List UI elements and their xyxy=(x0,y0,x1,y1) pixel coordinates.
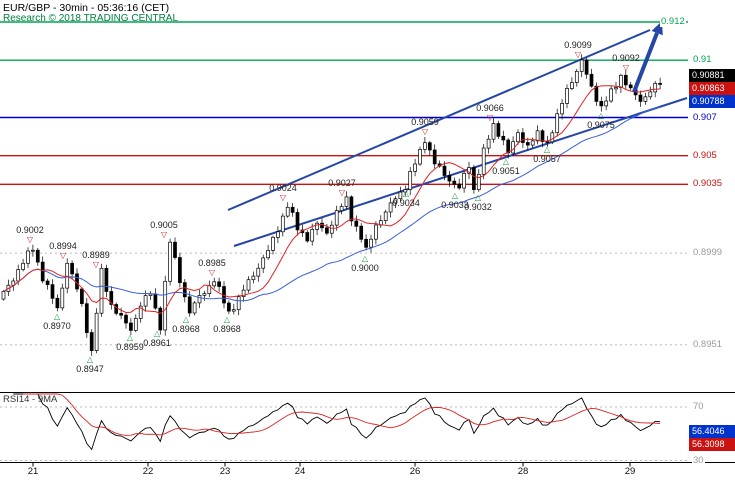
rsi-value-badge: 56.4046 xyxy=(689,425,735,438)
peak-annotation: 0.8985 ▽ xyxy=(198,258,226,277)
red-ma-price-badge: 0.90863 xyxy=(689,82,735,95)
price-axis-label: 0.91 xyxy=(692,54,713,65)
x-tick-label: 28 xyxy=(517,466,529,477)
blue-ma-price-badge: 0.90788 xyxy=(689,95,735,108)
annotation-label: 0.9059 xyxy=(411,117,439,127)
annotation-label: 0.9005 xyxy=(150,220,178,230)
annotation-label: 0.8961 xyxy=(143,338,171,348)
trough-marker-icon: △ xyxy=(153,329,161,338)
peak-marker-icon: ▽ xyxy=(92,260,100,269)
annotation-label: 0.8970 xyxy=(43,321,71,331)
trough-marker-icon: △ xyxy=(53,312,61,321)
peak-marker-icon: ▽ xyxy=(26,235,34,244)
peak-marker-icon: ▽ xyxy=(279,193,287,202)
trough-marker-icon: △ xyxy=(543,145,551,154)
research-credit: Research © 2018 TRADING CENTRAL xyxy=(3,13,179,24)
trough-marker-icon: △ xyxy=(502,157,510,166)
trough-marker-icon: △ xyxy=(451,191,459,200)
trough-marker-icon: △ xyxy=(182,315,190,324)
rsi-indicator-label: RSI14 - 9MA xyxy=(3,394,58,405)
annotation-label: 0.9051 xyxy=(492,166,520,176)
trough-marker-icon: △ xyxy=(86,355,94,364)
trough-annotation: △ 0.8968 xyxy=(213,315,241,334)
trough-marker-icon: △ xyxy=(223,315,231,324)
chart-title: EUR/GBP - 30min - 05:36:16 (CET) xyxy=(3,2,170,14)
peak-annotation: 0.9092 ▽ xyxy=(612,53,640,72)
price-axis-label: 0.9035 xyxy=(692,178,724,189)
x-tick-label: 22 xyxy=(142,466,154,477)
x-tick-label: 21 xyxy=(27,466,39,477)
rsi-axis-label: 70 xyxy=(692,401,705,412)
trough-annotation: △ 0.9032 xyxy=(464,193,492,212)
price-axis-label: 0.8999 xyxy=(692,247,724,258)
annotation-label: 0.8968 xyxy=(213,324,241,334)
peak-marker-icon: ▽ xyxy=(574,50,582,59)
peak-marker-icon: ▽ xyxy=(622,63,630,72)
trough-marker-icon: △ xyxy=(126,333,134,342)
trough-annotation: △ 0.9034 xyxy=(392,189,420,208)
annotation-label: 0.9092 xyxy=(612,53,640,63)
annotation-label: 0.9099 xyxy=(564,40,592,50)
trough-marker-icon: △ xyxy=(474,193,482,202)
trough-marker-icon: △ xyxy=(402,189,410,198)
x-tick-label: 24 xyxy=(294,466,306,477)
trough-annotation: △ 0.8947 xyxy=(76,355,104,374)
last-price-badge: 0.90881 xyxy=(689,69,735,82)
x-tick-label: 29 xyxy=(624,466,636,477)
peak-annotation: 0.9024 ▽ xyxy=(269,183,297,202)
peak-annotation: 0.8989 ▽ xyxy=(82,250,110,269)
trough-annotation: △ 0.8961 xyxy=(143,329,171,348)
peak-annotation: 0.9066 ▽ xyxy=(476,103,504,122)
annotation-label: 0.8985 xyxy=(198,258,226,268)
price-axis-label: 0.905 xyxy=(692,150,718,161)
annotation-label: 0.9000 xyxy=(351,263,379,273)
trough-marker-icon: △ xyxy=(597,111,605,120)
annotation-label: 0.8994 xyxy=(49,241,77,251)
annotation-label: 0.9075 xyxy=(587,120,615,130)
trough-marker-icon: △ xyxy=(361,254,369,263)
peak-marker-icon: ▽ xyxy=(59,251,67,260)
trough-annotation: △ 0.9000 xyxy=(351,254,379,273)
peak-annotation: 0.8994 ▽ xyxy=(49,241,77,260)
peak-annotation: 0.9059 ▽ xyxy=(411,117,439,136)
annotation-label: 0.9002 xyxy=(16,225,44,235)
peak-marker-icon: ▽ xyxy=(338,188,346,197)
trough-annotation: △ 0.9033 xyxy=(441,191,469,210)
peak-marker-icon: ▽ xyxy=(421,127,429,136)
peak-marker-icon: ▽ xyxy=(208,268,216,277)
annotation-label: 0.9027 xyxy=(328,178,356,188)
x-tick-label: 23 xyxy=(219,466,231,477)
peak-annotation: 0.9002 ▽ xyxy=(16,225,44,244)
annotation-label: 0.9034 xyxy=(392,198,420,208)
annotation-label: 0.8959 xyxy=(116,342,144,352)
annotation-label: 0.8968 xyxy=(172,324,200,334)
trough-annotation: △ 0.9051 xyxy=(492,157,520,176)
trough-annotation: △ 0.9075 xyxy=(587,111,615,130)
annotation-label: 0.9032 xyxy=(464,202,492,212)
peak-marker-icon: ▽ xyxy=(486,113,494,122)
peak-marker-icon: ▽ xyxy=(160,230,168,239)
trough-annotation: △ 0.8970 xyxy=(43,312,71,331)
trough-annotation: △ 0.8959 xyxy=(116,333,144,352)
trough-annotation: △ 0.8968 xyxy=(172,315,200,334)
rsi-axis-label: 30 xyxy=(692,455,705,466)
peak-annotation: 0.9005 ▽ xyxy=(150,220,178,239)
price-axis-label: 0.8951 xyxy=(692,339,724,350)
annotation-label: 0.8989 xyxy=(82,250,110,260)
annotation-label: 0.9033 xyxy=(441,200,469,210)
annotation-label: 0.9066 xyxy=(476,103,504,113)
x-tick-label: 26 xyxy=(409,466,421,477)
price-axis-label: 0.907 xyxy=(692,112,718,123)
trough-annotation: △ 0.9057 xyxy=(533,145,561,164)
rsi-ma-value-badge: 56.3098 xyxy=(689,438,735,451)
peak-annotation: 0.9027 ▽ xyxy=(328,178,356,197)
annotation-label: 0.8947 xyxy=(76,364,104,374)
price-axis-label: 0.912 xyxy=(660,16,686,27)
annotation-label: 0.9057 xyxy=(533,154,561,164)
annotation-label: 0.9024 xyxy=(269,183,297,193)
peak-annotation: 0.9099 ▽ xyxy=(564,40,592,59)
